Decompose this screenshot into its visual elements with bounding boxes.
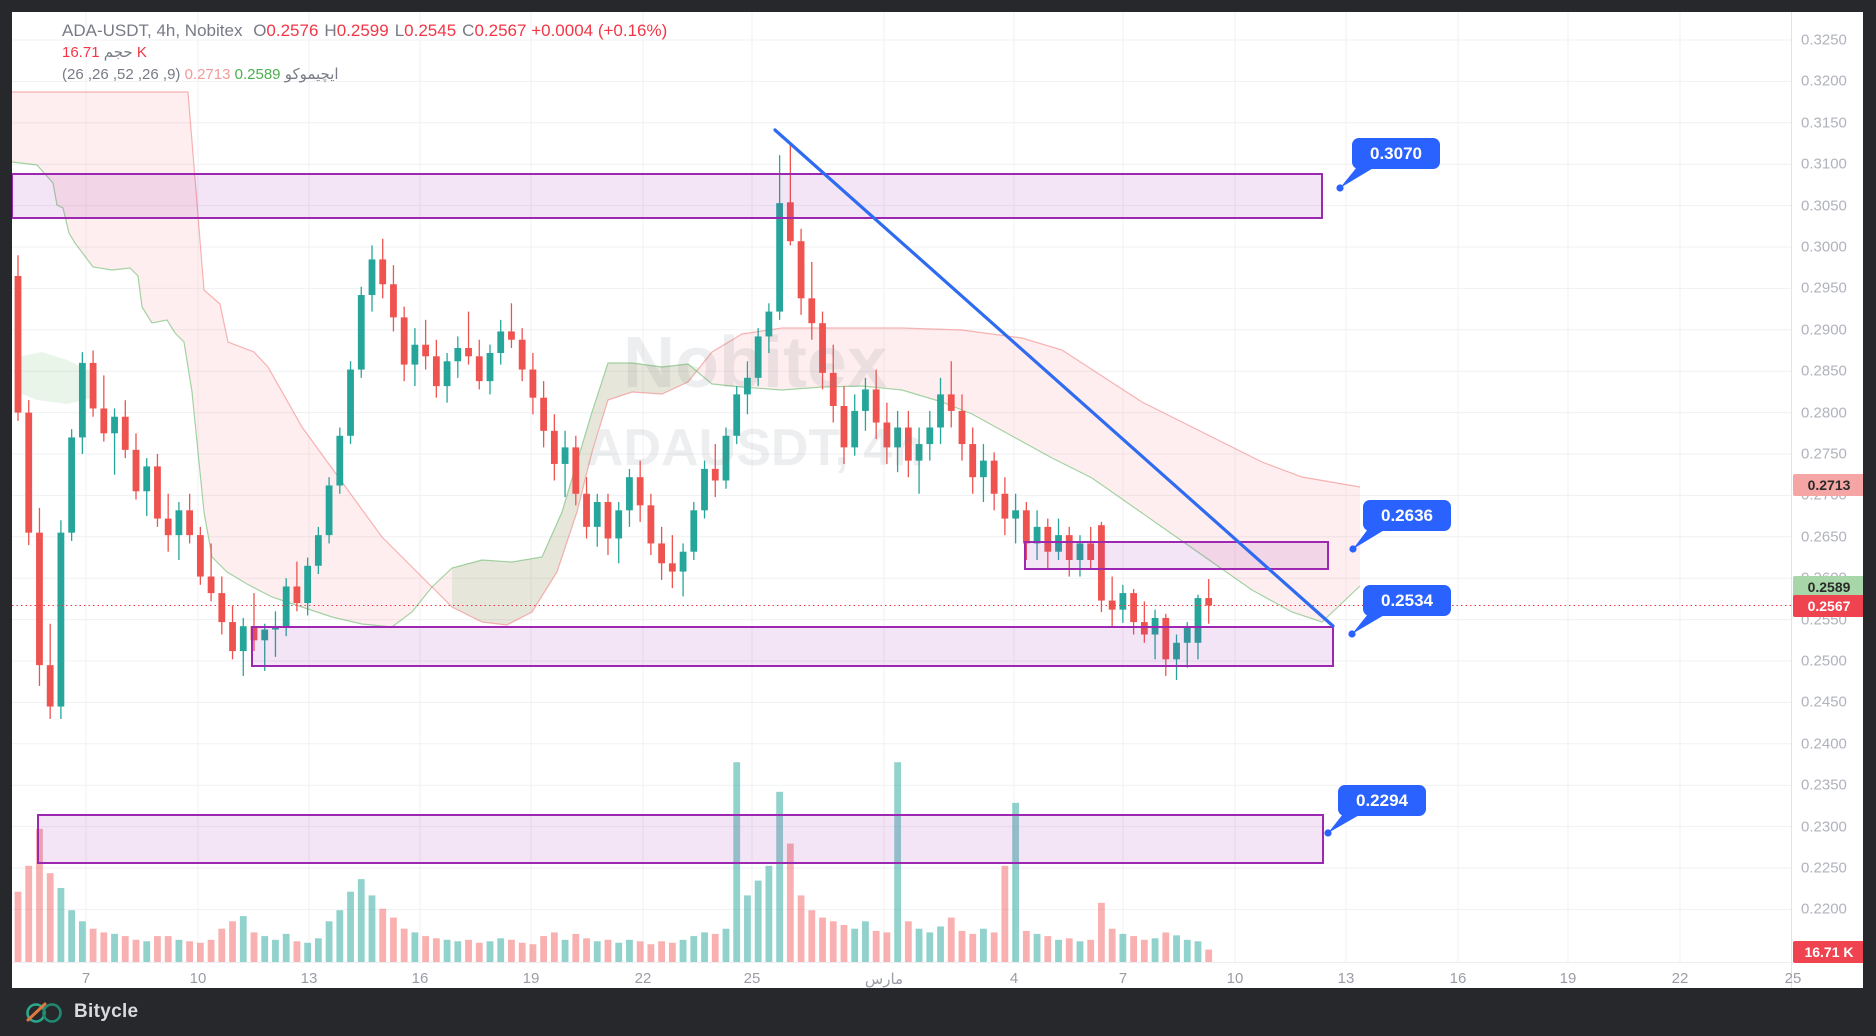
ohlc-letter: C	[462, 21, 475, 40]
price-level-callout[interactable]: 0.2636	[1363, 500, 1451, 531]
time-tick-label: 13	[300, 970, 318, 987]
axis-price-tag: 0.2567	[1793, 594, 1863, 617]
time-tick-label: مارس	[864, 971, 904, 988]
price-level-callout[interactable]: 0.3070	[1352, 138, 1440, 169]
footer-bar: Bitycle	[0, 988, 1876, 1036]
time-tick-label: 25	[1784, 970, 1802, 987]
price-tick-label: 0.2950	[1801, 279, 1847, 297]
price-tick-label: 0.2200	[1801, 900, 1847, 918]
price-tick-label: 0.2650	[1801, 528, 1847, 546]
price-tick-label: 0.2900	[1801, 321, 1847, 339]
time-tick-label: 16	[1449, 970, 1467, 987]
price-tick-label: 0.2800	[1801, 404, 1847, 422]
price-tick-label: 0.2400	[1801, 735, 1847, 753]
symbol-legend: ADA-USDT, 4h, Nobitex O0.2576 H0.2599 L0.2…	[62, 20, 667, 86]
time-tick-label: 7	[81, 970, 91, 987]
axis-price-tag: 16.71 K	[1793, 941, 1863, 963]
time-tick-label: 10	[189, 970, 207, 987]
time-tick-label: 22	[634, 970, 652, 987]
time-tick-label: 13	[1337, 970, 1355, 987]
ichimoku-span-a-value: 0.2589	[234, 66, 281, 83]
zone-rect[interactable]	[37, 814, 1324, 864]
price-level-callout[interactable]: 0.2534	[1363, 585, 1451, 616]
ichimoku-span-b-value: 0.2713	[184, 66, 231, 83]
ohlc-value: 0.2545	[404, 21, 457, 40]
price-tick-label: 0.3050	[1801, 197, 1847, 215]
price-tick-label: 0.2450	[1801, 693, 1847, 711]
change-value: +0.0004 (+0.16%)	[531, 21, 668, 40]
candles	[14, 142, 1213, 719]
zone-rect[interactable]	[251, 626, 1334, 667]
ohlc-value: 0.2599	[336, 21, 389, 40]
ohlc-value: 0.2576	[266, 21, 319, 40]
bitycle-logo-icon	[26, 1002, 62, 1023]
time-tick-label: 10	[1226, 970, 1244, 987]
price-axis-separator	[1791, 12, 1792, 988]
legend-volume-row[interactable]: حجم 16.71 K	[62, 42, 667, 64]
ichimoku-label: (26 ,26 ,52 ,26 ,9) ایچیموکو	[62, 66, 339, 83]
ohlc-value: 0.2567	[474, 21, 527, 40]
axis-price-tag: 0.2713	[1793, 473, 1863, 496]
price-level-callout[interactable]: 0.2294	[1338, 785, 1426, 816]
time-tick-label: 16	[411, 970, 429, 987]
ohlc-values: O0.2576 H0.2599 L0.2545 C0.2567	[247, 21, 526, 40]
time-tick-label: 7	[1118, 970, 1128, 987]
price-tick-label: 0.3150	[1801, 114, 1847, 132]
time-axis-separator	[12, 962, 1791, 963]
price-tick-label: 0.2350	[1801, 776, 1847, 794]
time-tick-label: 22	[1671, 970, 1689, 987]
axis-price-tag: 0.2589	[1793, 576, 1863, 599]
price-tick-label: 0.3200	[1801, 72, 1847, 90]
descending-trendline[interactable]	[773, 128, 1335, 628]
chart-surface: Nobitex ADAUSDT, 4h ADA-USDT, 4h, Nobite…	[12, 12, 1863, 988]
legend-ichimoku-row[interactable]: (26 ,26 ,52 ,26 ,9) ایچیموکو 0.2589 0.27…	[62, 64, 667, 86]
price-tick-label: 0.3000	[1801, 238, 1847, 256]
time-tick-label: 19	[522, 970, 540, 987]
ohlc-letter: L	[394, 21, 405, 40]
ohlc-letter: O	[253, 21, 267, 40]
price-tick-label: 0.2750	[1801, 445, 1847, 463]
legend-symbol-row[interactable]: ADA-USDT, 4h, Nobitex O0.2576 H0.2599 L0.2…	[62, 20, 667, 42]
price-tick-label: 0.3100	[1801, 155, 1847, 173]
zone-rect[interactable]	[1024, 541, 1329, 570]
price-tick-label: 0.3250	[1801, 31, 1847, 49]
ohlc-letter: H	[324, 21, 337, 40]
time-tick-label: 25	[743, 970, 761, 987]
volume-value: 16.71 K	[62, 44, 147, 61]
price-chart-plot	[12, 12, 1791, 962]
volume-label: حجم	[103, 44, 133, 61]
grid-lines	[12, 12, 1791, 962]
price-tick-label: 0.2300	[1801, 818, 1847, 836]
price-tick-label: 0.2850	[1801, 362, 1847, 380]
callout-tails	[1324, 167, 1386, 837]
time-tick-label: 19	[1559, 970, 1577, 987]
price-tick-label: 0.2500	[1801, 652, 1847, 670]
zone-rect[interactable]	[12, 173, 1323, 219]
time-tick-label: 4	[1009, 970, 1019, 987]
brand-name: Bitycle	[74, 1001, 139, 1022]
price-tick-label: 0.2250	[1801, 859, 1847, 877]
support-resistance-zones[interactable]	[12, 173, 1334, 864]
symbol-title[interactable]: ADA-USDT, 4h, Nobitex	[62, 21, 243, 40]
